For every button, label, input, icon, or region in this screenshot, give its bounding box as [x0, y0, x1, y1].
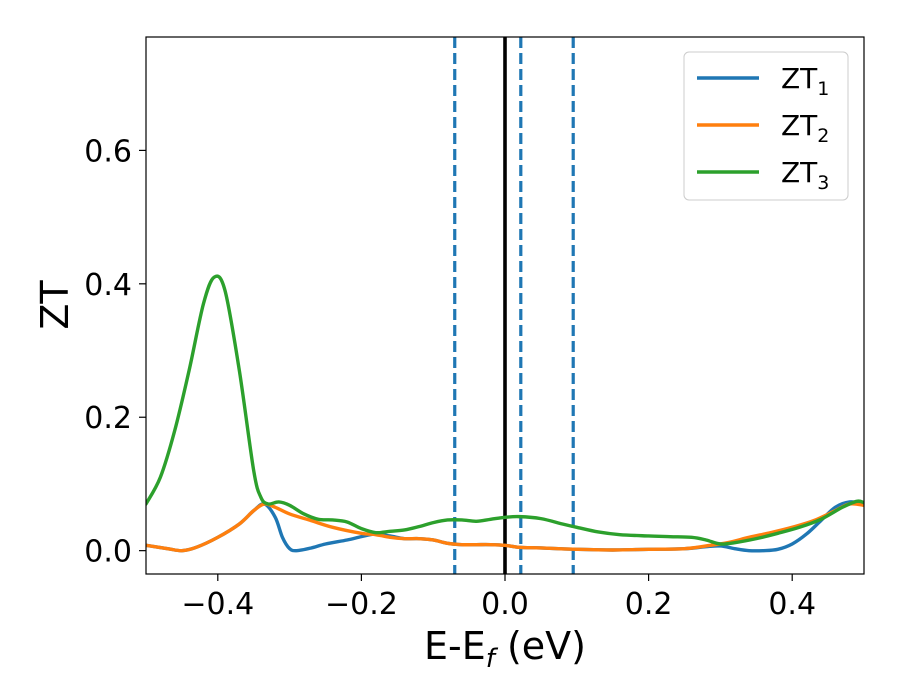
legend-label-zt3: ZT3	[781, 156, 829, 194]
x-axis-label-unit: (eV)	[495, 624, 586, 668]
legend: ZT1 ZT2 ZT3	[683, 51, 849, 201]
x-tick-label: −0.2	[325, 587, 398, 622]
series-line-zt3	[146, 274, 864, 546]
x-tick-label: 0.2	[625, 587, 673, 622]
x-tick-label: −0.4	[181, 587, 254, 622]
x-tick-label: 0.0	[481, 587, 529, 622]
legend-box	[683, 51, 849, 201]
series-line-zt2	[146, 502, 864, 553]
x-axis-label: E-Ef (eV)	[424, 624, 586, 674]
legend-label-zt2: ZT2	[781, 109, 829, 147]
y-tick-label: 0.4	[84, 268, 132, 303]
x-tick-label: 0.4	[768, 587, 816, 622]
y-tick-label: 0.2	[84, 401, 132, 436]
legend-label-zt1: ZT1	[781, 62, 829, 100]
y-tick-label: 0.6	[84, 134, 132, 169]
y-axis-label: ZT	[33, 280, 77, 330]
y-tick-label: 0.0	[84, 535, 132, 570]
